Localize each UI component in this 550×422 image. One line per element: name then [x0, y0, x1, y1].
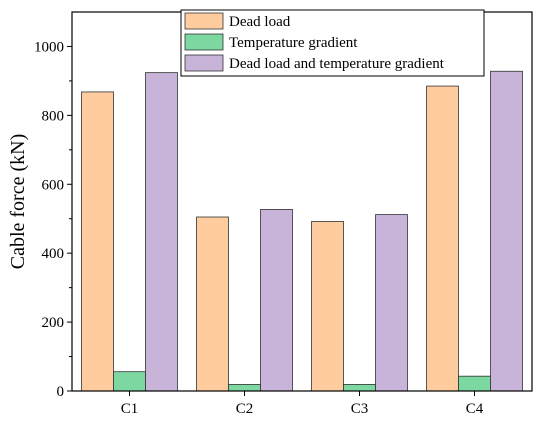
y-axis-title: Cable force (kN) [7, 134, 29, 270]
x-axis: C1 C2 C3 C4 [121, 391, 484, 417]
y-tick-label: 800 [42, 108, 65, 124]
legend-swatch-2 [184, 33, 224, 51]
bar-c1-series-2 [113, 371, 146, 392]
bar-c4-series-3 [490, 70, 523, 392]
legend-label-2: Temperature gradient [229, 35, 358, 51]
y-tick-label: 0 [57, 384, 65, 400]
x-tick-label-c3: C3 [351, 401, 369, 417]
legend-swatch-3 [184, 54, 224, 72]
bars-group [81, 70, 523, 392]
bar-c1-series-3 [145, 72, 178, 392]
legend: Dead load Temperature gradient Dead load a… [180, 9, 485, 77]
y-tick-label: 200 [42, 315, 65, 331]
legend-label-3: Dead load and temperature gradient [229, 56, 445, 72]
bar-c2-series-3 [260, 209, 293, 392]
bar-c4-series-2 [458, 375, 491, 392]
y-axis: 0 200 400 600 800 1000 [34, 39, 72, 400]
legend-box [180, 9, 485, 77]
bar-c3-series-3 [375, 214, 408, 392]
bar-c3-series-2 [343, 384, 376, 392]
x-tick-label-c1: C1 [121, 401, 139, 417]
y-tick-label: 600 [42, 177, 65, 193]
x-tick-label-c2: C2 [236, 401, 254, 417]
y-tick-label: 400 [42, 246, 65, 262]
bar-c3-series-1 [311, 221, 344, 392]
legend-swatch-1 [184, 12, 224, 30]
legend-label-1: Dead load [229, 14, 291, 30]
bar-c2-series-2 [228, 384, 261, 392]
y-tick-label: 1000 [34, 39, 64, 55]
bar-c4-series-1 [426, 85, 459, 392]
bar-c1-series-1 [81, 91, 114, 392]
x-tick-label-c4: C4 [466, 401, 484, 417]
bar-c2-series-1 [196, 216, 229, 392]
